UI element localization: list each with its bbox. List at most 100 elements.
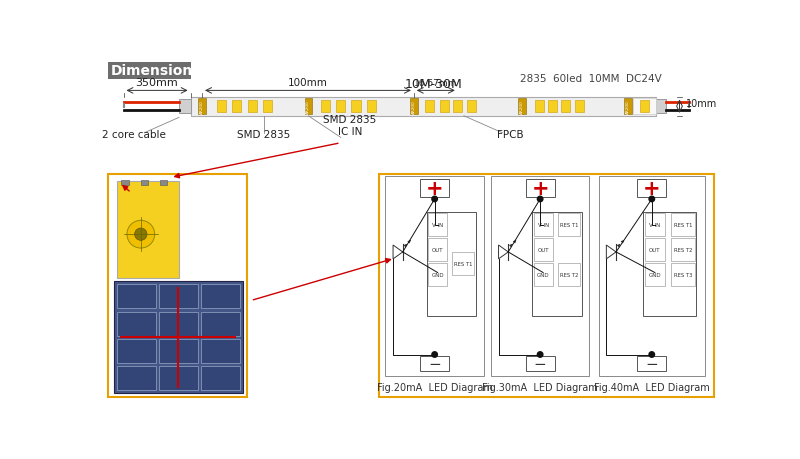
Bar (117, 312, 156, 336)
Text: AR200: AR200 (520, 100, 524, 114)
Text: OUT: OUT (538, 247, 549, 252)
Text: GND: GND (537, 272, 550, 277)
Bar (201, 339, 240, 363)
Text: −: − (428, 357, 441, 371)
Bar (420, 356, 450, 372)
Bar (117, 339, 156, 363)
Bar (158, 312, 198, 336)
Bar (491, 176, 590, 376)
Bar (201, 312, 240, 336)
Circle shape (134, 229, 147, 241)
Text: RES T1: RES T1 (454, 262, 473, 267)
Bar (305, 99, 312, 115)
Bar (440, 101, 450, 113)
Text: +: + (643, 179, 661, 199)
Bar (637, 356, 666, 372)
Text: AR200: AR200 (626, 100, 630, 114)
Bar (141, 181, 148, 186)
Bar (201, 366, 240, 390)
Text: 10M-30M: 10M-30M (404, 78, 462, 91)
Bar (367, 101, 376, 113)
Bar (232, 101, 242, 113)
Bar (518, 99, 526, 115)
Bar (671, 214, 695, 237)
Bar (534, 263, 553, 286)
Bar (532, 213, 582, 316)
Bar (671, 263, 695, 286)
Bar (645, 239, 665, 262)
Bar (467, 101, 476, 113)
Text: AR200: AR200 (200, 100, 204, 114)
Bar (410, 99, 418, 115)
Bar (158, 285, 198, 309)
Bar (426, 213, 476, 316)
Bar (179, 100, 190, 114)
Text: V IN: V IN (650, 223, 661, 228)
Bar (643, 213, 697, 316)
Bar (428, 239, 447, 262)
Bar (624, 99, 632, 115)
Text: V IN: V IN (538, 223, 549, 228)
Bar (558, 214, 580, 237)
Text: RES T3: RES T3 (674, 272, 692, 277)
Text: AR200: AR200 (412, 100, 416, 114)
Bar (656, 100, 666, 114)
Bar (534, 101, 544, 113)
Bar (640, 101, 650, 113)
Polygon shape (606, 246, 616, 259)
Bar (386, 176, 484, 376)
Bar (158, 339, 198, 363)
Bar (420, 179, 450, 198)
Bar (190, 97, 657, 117)
Bar (428, 263, 447, 286)
Text: −: − (646, 357, 658, 371)
Circle shape (537, 351, 543, 358)
Bar (526, 179, 554, 198)
Circle shape (127, 221, 154, 248)
Text: GND: GND (649, 272, 662, 277)
Text: OUT: OUT (649, 247, 661, 252)
Bar (198, 99, 206, 115)
Bar (351, 101, 361, 113)
Text: Fig.40mA  LED Diagram: Fig.40mA LED Diagram (594, 382, 710, 392)
Bar (574, 101, 584, 113)
Bar (108, 63, 191, 80)
Text: 16.67mm: 16.67mm (414, 79, 457, 88)
Polygon shape (498, 246, 508, 259)
Bar (561, 101, 570, 113)
Bar (645, 263, 665, 286)
Circle shape (648, 351, 655, 358)
Circle shape (648, 196, 655, 203)
Circle shape (537, 196, 543, 203)
Bar (453, 101, 462, 113)
Bar (634, 99, 657, 115)
Text: GND: GND (431, 272, 444, 277)
Polygon shape (393, 246, 402, 259)
Bar (526, 356, 554, 372)
Bar (425, 101, 434, 113)
Text: V IN: V IN (432, 223, 443, 228)
Bar (321, 101, 330, 113)
Text: OUT: OUT (432, 247, 443, 252)
Bar (534, 214, 553, 237)
Text: RES T2: RES T2 (674, 247, 692, 252)
Bar (117, 366, 156, 390)
Bar (108, 174, 246, 397)
Text: FPCB: FPCB (497, 130, 523, 140)
Bar (548, 101, 557, 113)
Bar (336, 101, 346, 113)
Bar (201, 285, 240, 309)
Text: Dimension:: Dimension: (111, 64, 199, 78)
Text: Fig.30mA  LED Diagram: Fig.30mA LED Diagram (482, 382, 598, 392)
Bar (114, 282, 243, 393)
Text: −: − (534, 357, 546, 371)
Text: 100mm: 100mm (288, 78, 327, 88)
Bar (118, 182, 179, 278)
Text: +: + (426, 179, 443, 199)
Bar (379, 174, 714, 397)
Text: SMD 2835
IC IN: SMD 2835 IC IN (323, 115, 377, 137)
Bar (534, 239, 553, 262)
Bar (117, 285, 156, 309)
Bar (637, 179, 666, 198)
Text: +: + (531, 179, 549, 199)
